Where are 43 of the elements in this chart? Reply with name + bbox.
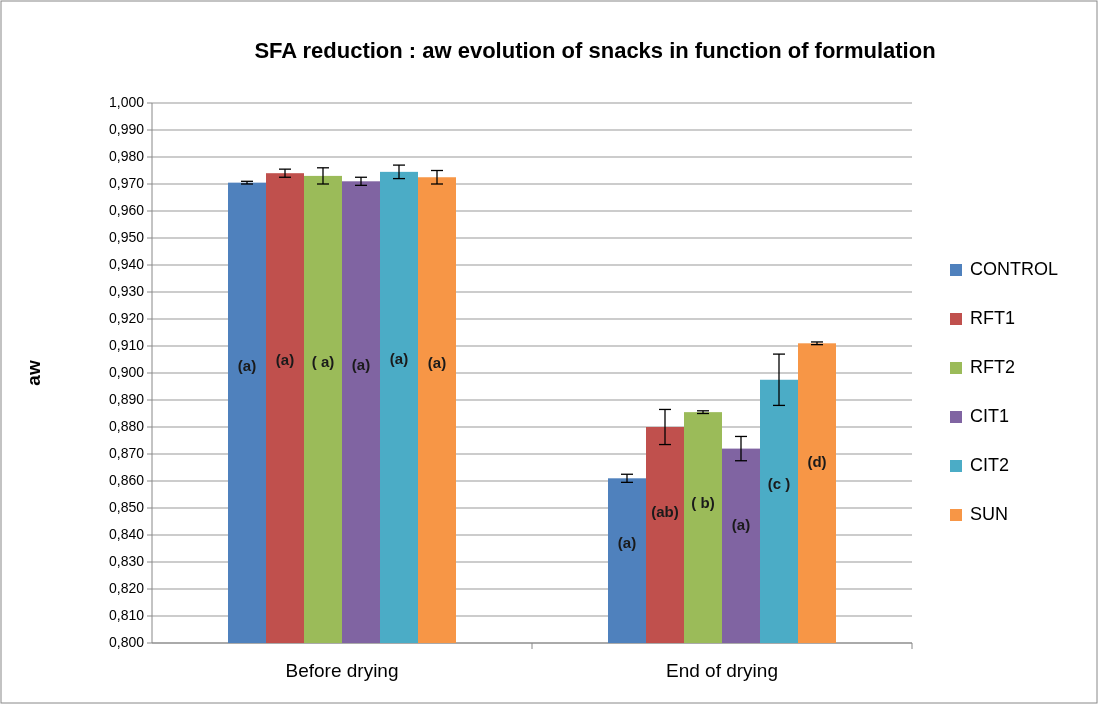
y-tick-label: 0,960 [108, 201, 145, 218]
legend-label: CIT2 [970, 454, 1010, 475]
y-tick-label: 0,850 [108, 498, 145, 515]
data-label: (a) [389, 350, 409, 368]
y-tick-label: 0,830 [108, 552, 145, 569]
y-tick-label: 0,990 [108, 120, 145, 137]
y-tick-label: 0,800 [108, 633, 145, 650]
legend-label: RFT1 [970, 307, 1015, 328]
legend-label: CONTROL [970, 258, 1059, 279]
data-label: (a) [731, 516, 751, 534]
y-tick-label: 0,950 [108, 228, 145, 245]
data-label: (a) [617, 534, 637, 552]
data-label: (d) [807, 453, 827, 471]
data-label: (a) [275, 351, 295, 369]
y-tick-label: 0,900 [108, 363, 145, 380]
data-label: ( a) [311, 352, 335, 370]
x-tick-label: Before drying [285, 660, 399, 681]
data-label: (c ) [767, 475, 791, 493]
y-axis-title: aw [23, 360, 44, 386]
y-tick-label: 0,930 [108, 282, 145, 299]
y-tick-label: 0,820 [108, 579, 145, 596]
legend-label: CIT1 [970, 405, 1010, 426]
data-label: (ab) [651, 503, 679, 521]
x-tick-label: End of drying [666, 660, 778, 681]
y-tick-label: 0,970 [108, 174, 145, 191]
y-tick-label: 0,890 [108, 390, 145, 407]
data-label: ( b) [691, 494, 715, 512]
y-tick-label: 0,880 [108, 417, 145, 434]
data-label: (a) [427, 353, 447, 371]
y-tick-label: 0,980 [108, 147, 145, 164]
y-tick-label: 0,940 [108, 255, 145, 272]
y-tick-label: 0,810 [108, 606, 145, 623]
data-label: (a) [351, 355, 371, 373]
y-tick-label: 0,910 [108, 336, 145, 353]
legend-label: SUN [970, 503, 1009, 524]
y-tick-label: 0,870 [108, 444, 145, 461]
y-tick-label: 0,860 [108, 471, 145, 488]
chart-title: SFA reduction : aw evolution of snacks in function of formulation [254, 38, 936, 63]
data-label: (a) [237, 356, 257, 374]
y-tick-label: 1,000 [108, 93, 145, 110]
y-tick-label: 0,840 [108, 525, 145, 542]
legend-label: RFT2 [970, 356, 1015, 377]
y-tick-label: 0,920 [108, 309, 145, 326]
